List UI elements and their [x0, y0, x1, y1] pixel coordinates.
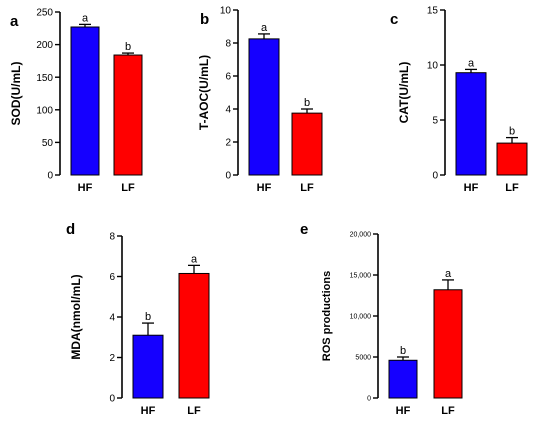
- significance-letter: b: [509, 126, 515, 138]
- significance-letter: a: [468, 57, 475, 69]
- bar-lf: [433, 289, 463, 399]
- panel-a: a 0 50 100 150 200 250 a HF b LF SOD(U/mL): [9, 8, 143, 194]
- y-tick-label: 5: [432, 116, 438, 127]
- panel-e: e 0 5000 10,000 15,000 20,000 b HF a LF ROS produc…: [300, 221, 463, 417]
- significance-letter: b: [400, 345, 406, 357]
- y-tick-label: 4: [109, 313, 115, 324]
- y-tick-label: 200: [36, 40, 53, 51]
- bar-hf: [132, 334, 164, 399]
- x-tick-label: LF: [121, 182, 135, 194]
- panel-label: d: [66, 221, 75, 238]
- x-tick-label: HF: [257, 182, 272, 194]
- y-axis-title: SOD(U/mL): [9, 62, 23, 126]
- panel-label: e: [300, 221, 308, 238]
- x-tick-label: LF: [300, 182, 314, 194]
- x-tick-label: HF: [78, 182, 93, 194]
- y-tick-label: 10: [427, 61, 439, 72]
- y-tick-label: 20,000: [350, 232, 372, 239]
- y-tick-label: 5000: [355, 355, 371, 362]
- significance-letter: b: [304, 97, 310, 109]
- y-tick-label: 150: [36, 73, 53, 84]
- y-tick-label: 2: [109, 353, 115, 364]
- y-axis-title: ROS productions: [321, 271, 333, 361]
- y-tick-label: 15: [427, 6, 439, 17]
- bar-lf: [291, 112, 323, 176]
- bar-hf: [70, 26, 100, 176]
- significance-letter: b: [145, 311, 151, 323]
- significance-letter: b: [125, 41, 131, 53]
- y-tick-label: 6: [109, 272, 115, 283]
- bar-lf: [178, 272, 210, 399]
- significance-letter: a: [191, 253, 198, 265]
- x-tick-label: HF: [464, 182, 479, 194]
- x-tick-label: LF: [505, 182, 519, 194]
- panel-label: b: [200, 11, 209, 28]
- y-tick-label: 0: [47, 171, 53, 182]
- y-tick-label: 0: [109, 394, 115, 405]
- y-tick-label: 15,000: [350, 273, 372, 280]
- y-tick-label: 10,000: [350, 314, 372, 321]
- x-tick-label: LF: [187, 405, 201, 417]
- y-tick-label: 0: [367, 396, 371, 403]
- y-tick-label: 2: [225, 138, 231, 149]
- x-tick-label: HF: [141, 405, 156, 417]
- y-tick-label: 8: [225, 39, 231, 50]
- x-tick-label: LF: [441, 405, 455, 417]
- y-tick-label: 0: [225, 171, 231, 182]
- significance-letter: a: [445, 268, 452, 280]
- y-tick-label: 50: [42, 138, 54, 149]
- panel-d: d 0 2 4 6 8 b HF a LF MDA(nmol/mL): [66, 221, 210, 417]
- y-axis-title: MDA(nmol/mL): [69, 274, 83, 359]
- y-tick-label: 0: [432, 171, 438, 182]
- bar-hf: [455, 72, 487, 176]
- y-tick-label: 250: [36, 8, 53, 19]
- bar-lf: [496, 142, 528, 176]
- y-tick-label: 4: [225, 105, 231, 116]
- bar-lf: [113, 54, 143, 176]
- y-tick-label: 10: [220, 6, 232, 17]
- panel-c: c 0 5 10 15 a HF b LF CAT(U/mL): [390, 6, 528, 194]
- y-tick-label: 6: [225, 72, 231, 83]
- panel-b: b 0 2 4 6 8 10 a HF b LF T-AOC(U/mL): [197, 6, 323, 194]
- y-tick-label: 8: [109, 232, 115, 243]
- bar-hf: [388, 359, 418, 399]
- panel-label: c: [390, 11, 398, 28]
- y-axis-title: CAT(U/mL): [397, 62, 411, 124]
- y-tick-label: 100: [36, 105, 53, 116]
- significance-letter: a: [82, 12, 89, 24]
- x-tick-label: HF: [396, 405, 411, 417]
- bar-hf: [248, 38, 280, 176]
- significance-letter: a: [261, 22, 268, 34]
- y-axis-title: T-AOC(U/mL): [197, 55, 211, 130]
- panel-label: a: [10, 13, 19, 30]
